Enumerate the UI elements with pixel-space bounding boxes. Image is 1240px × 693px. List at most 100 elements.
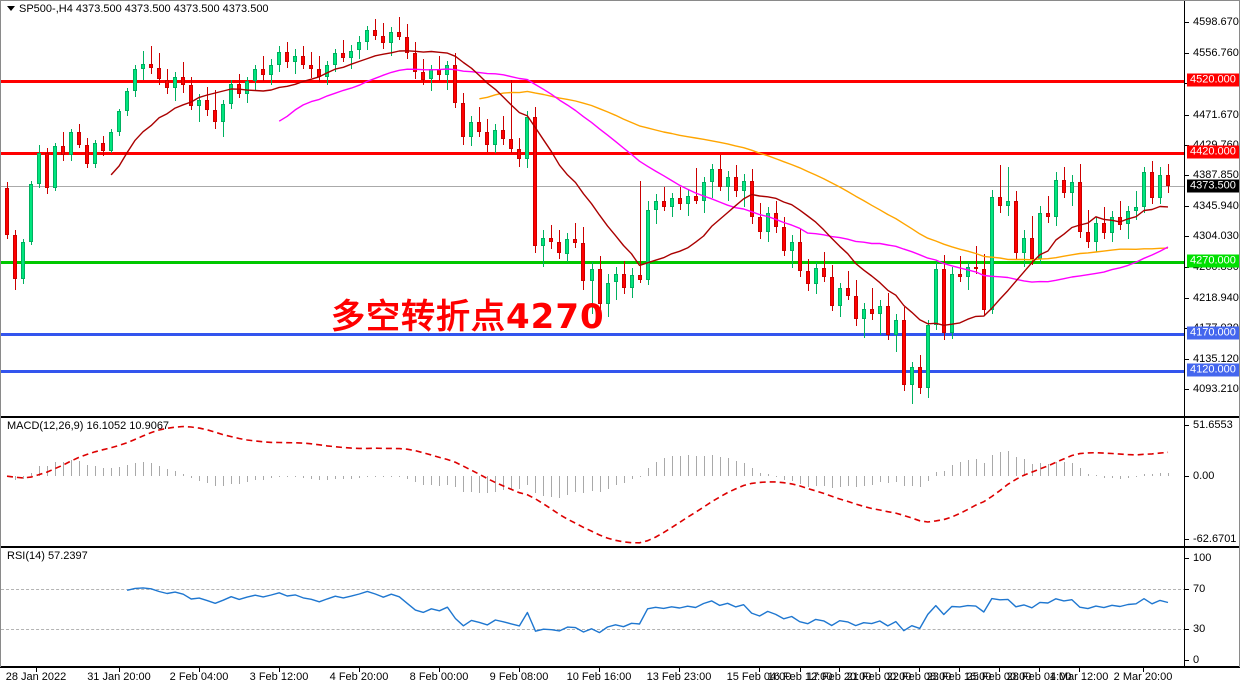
candle-body[interactable] [261,69,265,76]
candle-body[interactable] [710,169,714,183]
candle-body[interactable] [726,176,730,187]
candle-body[interactable] [133,69,137,92]
candle-body[interactable] [630,275,634,289]
candle-body[interactable] [493,130,497,145]
candle-body[interactable] [614,273,618,283]
candle-body[interactable] [125,91,129,112]
price-level-line[interactable] [1,333,1186,337]
candle-body[interactable] [85,144,89,164]
candle-body[interactable] [1054,179,1058,218]
candle-body[interactable] [413,53,417,73]
candle-body[interactable] [974,266,978,270]
price-chart-panel[interactable]: 多空转折点4270 SP500-,H4 4373.500 4373.500 43… [0,0,1240,417]
candle-body[interactable] [501,130,505,139]
macd-axis[interactable]: 51.6553 0.00 -62.6701 [1184,418,1239,546]
candle-body[interactable] [1094,223,1098,242]
price-level-label[interactable]: 4270.000 [1187,254,1239,268]
candle-body[interactable] [229,83,233,105]
candle-body[interactable] [165,79,169,89]
candle-body[interactable] [998,196,1002,206]
candle-body[interactable] [181,76,185,86]
candle-body[interactable] [373,30,377,36]
candle-body[interactable] [598,269,602,305]
candle-body[interactable] [565,239,569,254]
candle-body[interactable] [678,198,682,205]
candle-body[interactable] [317,69,321,77]
candle-body[interactable] [29,183,33,242]
candle-body[interactable] [1110,217,1114,234]
candle-body[interactable] [910,366,914,386]
candle-body[interactable] [694,195,698,202]
candle-body[interactable] [541,237,545,247]
candle-body[interactable] [782,227,786,251]
candle-body[interactable] [1006,201,1010,206]
candle-body[interactable] [870,308,874,315]
candle-body[interactable] [1166,175,1170,186]
candle-body[interactable] [1046,212,1050,218]
candle-body[interactable] [405,37,409,54]
price-level-label[interactable]: 4420.000 [1187,145,1239,159]
candle-body[interactable] [982,269,986,311]
candle-body[interactable] [702,182,706,202]
candle-body[interactable] [173,76,177,89]
price-level-label[interactable]: 4170.000 [1187,326,1239,340]
candle-body[interactable] [13,235,17,279]
rsi-axis[interactable]: 100 70 30 0 [1184,548,1239,666]
candle-body[interactable] [646,210,650,280]
time-axis[interactable]: 28 Jan 2022 31 Jan 20:00 2 Feb 04:00 3 Feb … [0,667,1240,693]
candle-body[interactable] [293,56,297,63]
candle-body[interactable] [830,276,834,306]
candle-body[interactable] [966,266,970,277]
rsi-panel[interactable]: RSI(14) 57.2397 100 70 30 0 [0,547,1240,667]
candle-body[interactable] [950,273,954,334]
candle-body[interactable] [341,53,345,58]
candle-body[interactable] [686,195,690,205]
candle-body[interactable] [814,268,818,284]
candle-body[interactable] [766,212,770,232]
candle-body[interactable] [798,241,802,271]
candle-body[interactable] [718,169,722,187]
candle-body[interactable] [886,305,890,335]
candle-body[interactable] [389,31,393,44]
candle-body[interactable] [21,241,25,279]
candle-body[interactable] [638,275,642,280]
candle-body[interactable] [421,72,425,80]
price-level-line[interactable] [1,152,1186,155]
candle-body[interactable] [1030,237,1034,260]
candle-body[interactable] [533,117,537,247]
candle-body[interactable] [245,80,249,94]
candle-body[interactable] [590,269,594,282]
price-axis[interactable]: 4598.6704556.7604514.8504471.6704429.760… [1184,1,1239,416]
candle-body[interactable] [606,282,610,305]
candle-body[interactable] [141,63,145,70]
candle-body[interactable] [654,201,658,210]
candle-body[interactable] [573,239,577,244]
candle-body[interactable] [325,65,329,77]
candle-body[interactable] [37,153,41,184]
price-level-line[interactable] [1,79,1186,83]
candle-body[interactable] [918,366,922,389]
candle-body[interactable] [894,320,898,335]
candle-body[interactable] [269,65,273,76]
candle-body[interactable] [942,269,946,334]
candle-body[interactable] [117,111,121,132]
price-level-line[interactable] [1,260,1186,264]
candle-body[interactable] [365,30,369,42]
candle-body[interactable] [758,217,762,232]
candle-body[interactable] [557,241,561,254]
candle-body[interactable] [157,67,161,80]
candle-body[interactable] [1070,182,1074,193]
candle-body[interactable] [622,273,626,289]
candle-body[interactable] [734,176,738,192]
candle-body[interactable] [213,109,217,122]
candle-body[interactable] [509,138,513,150]
candle-body[interactable] [109,131,113,151]
candle-body[interactable] [221,104,225,122]
price-level-line[interactable] [1,369,1186,373]
candle-body[interactable] [357,41,361,51]
candle-body[interactable] [69,131,73,155]
candle-body[interactable] [662,201,666,208]
candle-body[interactable] [838,288,842,306]
candle-body[interactable] [525,117,529,160]
candle-body[interactable] [990,196,994,311]
